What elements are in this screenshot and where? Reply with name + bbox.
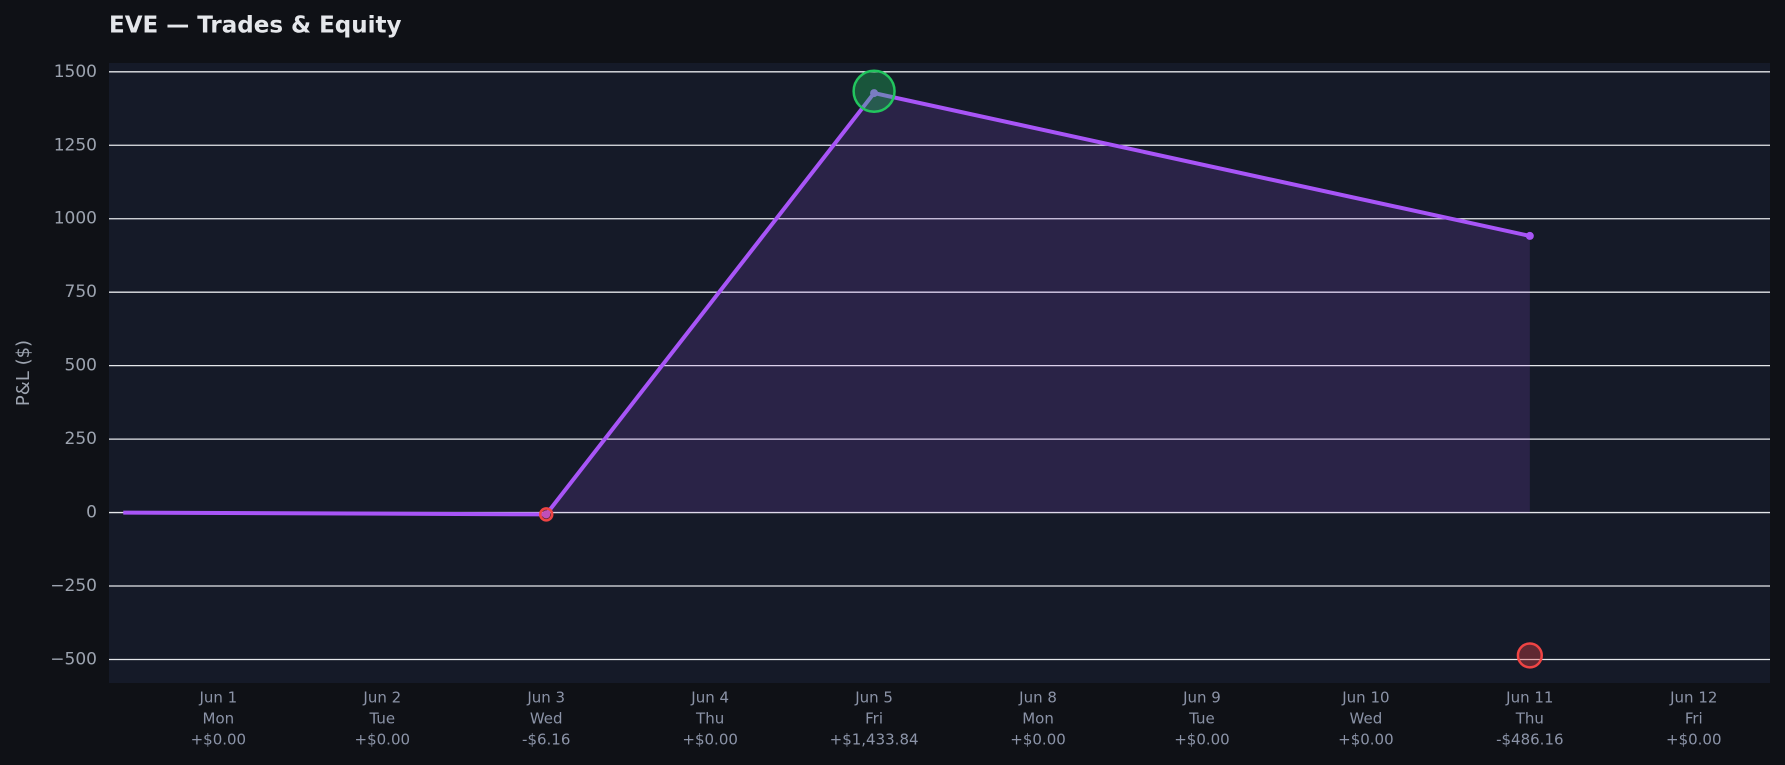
x-tick-weekday: Mon (203, 710, 235, 728)
y-tick-label: −500 (50, 649, 97, 669)
y-tick-label: 750 (65, 282, 97, 302)
y-tick-label: −250 (50, 576, 97, 596)
x-tick-label: Jun 11 (1505, 689, 1553, 707)
x-tick-pnl: +$0.00 (1338, 731, 1394, 749)
x-tick-pnl: +$0.00 (1666, 731, 1722, 749)
x-tick-label: Jun 9 (1182, 689, 1221, 707)
x-tick-weekday: Wed (1350, 710, 1383, 728)
y-tick-label: 1000 (54, 209, 97, 229)
x-tick-label: Jun 2 (362, 689, 401, 707)
x-tick-label: Jun 10 (1341, 689, 1389, 707)
x-tick-pnl: +$0.00 (191, 731, 247, 749)
equity-point (870, 89, 879, 98)
y-tick-label: 0 (86, 503, 97, 523)
x-tick-weekday: Mon (1022, 710, 1054, 728)
chart-title: EVE — Trades & Equity (109, 13, 402, 39)
equity-point (1525, 231, 1534, 240)
y-tick-label: 250 (65, 429, 97, 449)
y-tick-label: 1500 (54, 62, 97, 82)
trade-marker (1516, 642, 1543, 669)
x-tick-label: Jun 8 (1018, 689, 1057, 707)
trade-marker (852, 69, 896, 113)
x-tick-pnl: +$0.00 (1010, 731, 1066, 749)
x-tick-pnl: -$486.16 (1496, 731, 1563, 749)
x-tick-pnl: +$0.00 (1174, 731, 1230, 749)
x-tick-label: Jun 5 (854, 689, 893, 707)
x-tick-pnl: +$0.00 (355, 731, 411, 749)
x-tick-weekday: Fri (1685, 710, 1703, 728)
x-tick-weekday: Wed (530, 710, 563, 728)
trade-marker (538, 507, 554, 522)
x-tick-label: Jun 12 (1669, 689, 1717, 707)
x-tick-pnl: +$1,433.84 (830, 731, 919, 749)
equity-line (123, 91, 1531, 517)
x-tick-label: Jun 4 (690, 689, 729, 707)
x-tick-pnl: -$6.16 (522, 731, 570, 749)
x-tick-weekday: Thu (1515, 710, 1544, 728)
x-tick-label: Jun 3 (526, 689, 565, 707)
x-tick-weekday: Tue (1188, 710, 1215, 728)
x-tick-weekday: Thu (695, 710, 724, 728)
y-tick-label: 1250 (54, 135, 97, 155)
y-tick-label: 500 (65, 356, 97, 376)
y-axis-label: P&L ($) (13, 340, 34, 406)
equity-point (542, 510, 551, 519)
equity-area (123, 93, 1530, 515)
plot-area (109, 63, 1770, 683)
x-tick-pnl: +$0.00 (682, 731, 738, 749)
x-tick-weekday: Tue (368, 710, 395, 728)
x-tick-weekday: Fri (865, 710, 883, 728)
x-tick-label: Jun 1 (198, 689, 237, 707)
